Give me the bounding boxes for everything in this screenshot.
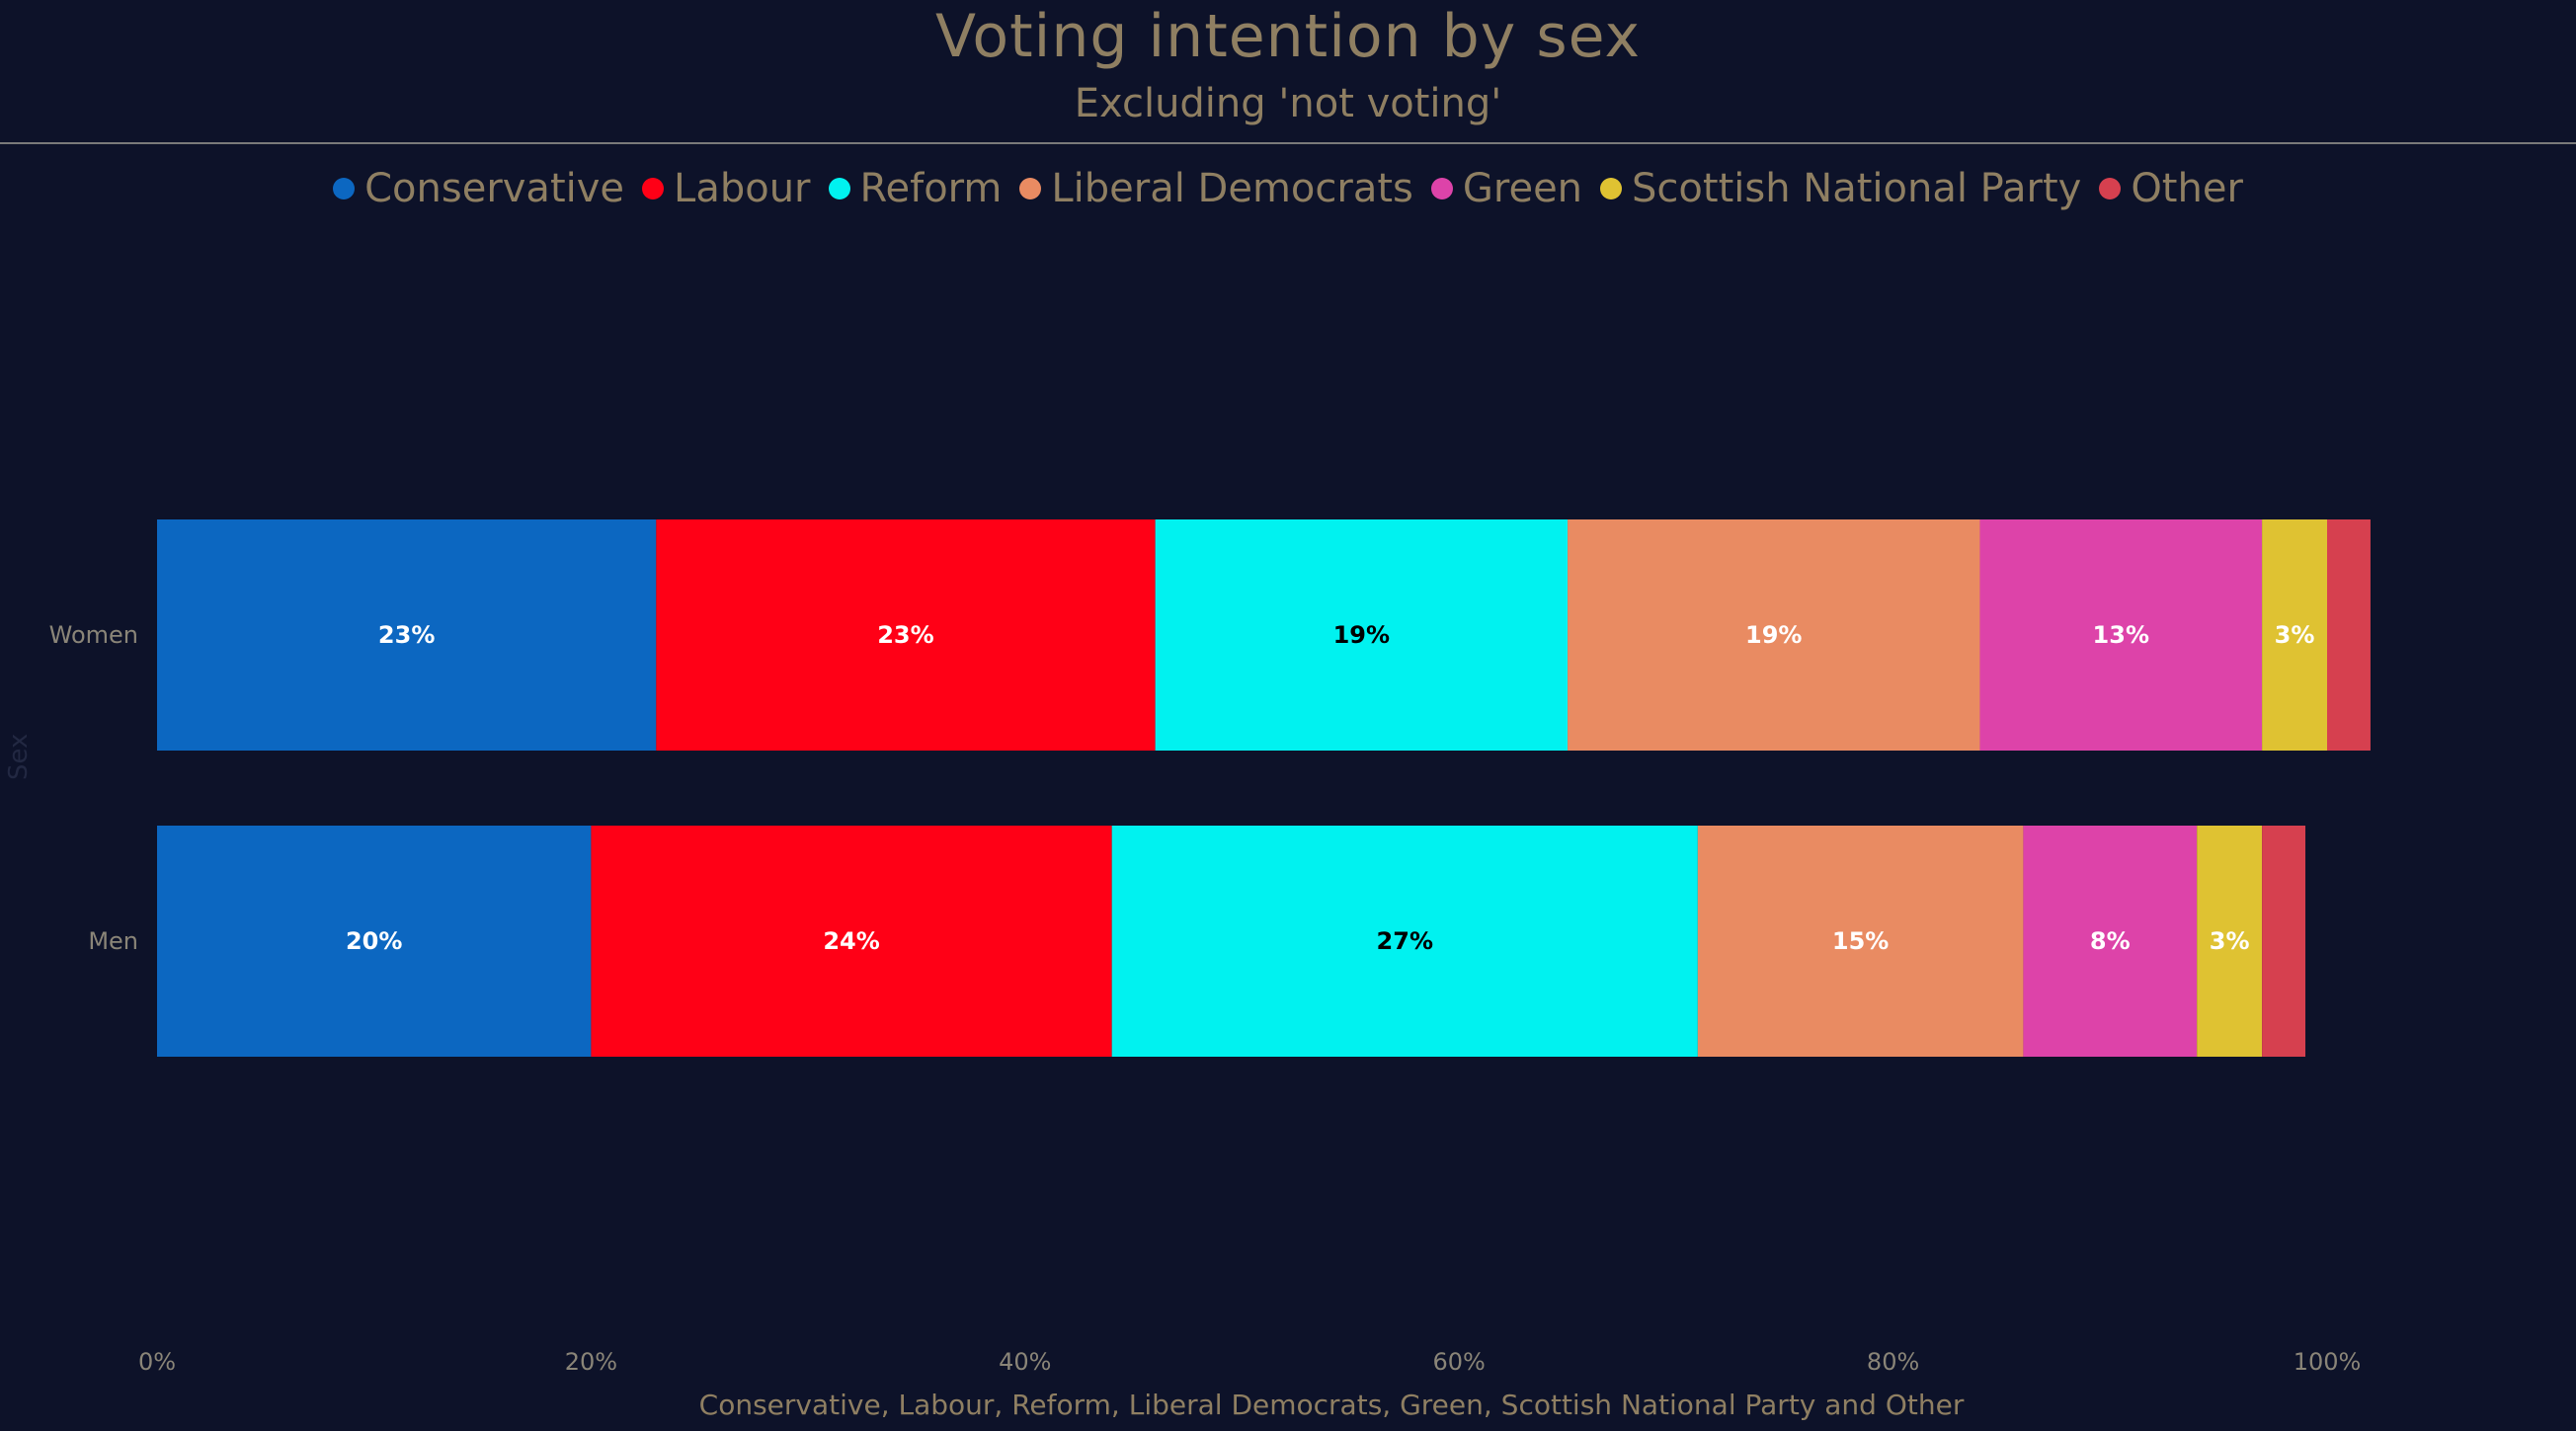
y-tick-label-women: Women	[49, 621, 138, 649]
bar-women-green[interactable]	[1979, 519, 2263, 751]
chart-title: Voting intention by sex	[935, 2, 1641, 71]
bar-men-other[interactable]	[2262, 826, 2306, 1057]
legend-item-scottish-national-party[interactable]: Scottish National Party	[1600, 166, 2081, 211]
legend-label: Conservative	[364, 166, 625, 211]
legend-swatch	[1430, 178, 1453, 199]
bar-men-conservative[interactable]	[157, 826, 592, 1057]
bar-women-other[interactable]	[2327, 519, 2371, 751]
bar-men-liberal-democrats[interactable]	[1697, 826, 2024, 1057]
legend: Conservative Labour Reform Liberal Democrat…	[0, 166, 2576, 211]
legend-label: Labour	[674, 166, 811, 211]
legend-swatch	[642, 178, 665, 199]
title-divider	[0, 142, 2576, 144]
legend-item-other[interactable]: Other	[2099, 166, 2243, 211]
legend-swatch	[2099, 178, 2122, 199]
legend-label: Green	[1462, 166, 1583, 211]
x-tick-label: 80%	[1867, 1348, 1919, 1376]
x-tick-label: 20%	[565, 1348, 617, 1376]
data-label-men-reform: 27%	[1377, 927, 1433, 955]
x-tick-label: 0%	[138, 1348, 176, 1376]
bar-men-reform[interactable]	[1111, 826, 1698, 1057]
data-label-men-conservative: 20%	[346, 927, 402, 955]
data-label-men-scottish-national-party: 3%	[2210, 927, 2250, 955]
bar-men-labour[interactable]	[591, 826, 1112, 1057]
legend-item-green[interactable]: Green	[1430, 166, 1583, 211]
bar-women-conservative[interactable]	[157, 519, 657, 751]
legend-item-conservative[interactable]: Conservative	[333, 166, 624, 211]
data-label-women-labour: 23%	[877, 621, 933, 649]
legend-label: Other	[2131, 166, 2243, 211]
data-label-women-scottish-national-party: 3%	[2275, 621, 2315, 649]
data-label-women-liberal-democrats: 19%	[1745, 621, 1802, 649]
bar-women-labour[interactable]	[656, 519, 1156, 751]
bar-women-scottish-national-party[interactable]	[2262, 519, 2327, 751]
data-label-women-conservative: 23%	[378, 621, 435, 649]
y-axis-title: Sex	[4, 733, 34, 780]
x-tick-label: 60%	[1433, 1348, 1486, 1376]
bar-women-reform[interactable]	[1155, 519, 1569, 751]
x-axis-title: Conservative, Labour, Reform, Liberal De…	[698, 1389, 1965, 1421]
legend-item-liberal-democrats[interactable]: Liberal Democrats	[1019, 166, 1413, 211]
legend-swatch	[1600, 178, 1623, 199]
x-ticks-layer: 0% 20% 40% 60% 80% 100%	[138, 1348, 2361, 1376]
legend-swatch	[828, 178, 850, 199]
chart-subtitle: Excluding 'not voting'	[1074, 81, 1502, 126]
bar-men-green[interactable]	[2023, 826, 2198, 1057]
data-label-men-green: 8%	[2090, 927, 2131, 955]
data-label-men-liberal-democrats: 15%	[1832, 927, 1889, 955]
legend-swatch	[333, 178, 356, 199]
legend-item-labour[interactable]: Labour	[642, 166, 811, 211]
data-label-women-green: 13%	[2093, 621, 2149, 649]
legend-label: Scottish National Party	[1632, 166, 2082, 211]
legend-swatch	[1019, 178, 1042, 199]
legend-item-reform[interactable]: Reform	[828, 166, 1003, 211]
legend-label: Liberal Democrats	[1051, 166, 1413, 211]
x-tick-label: 100%	[2294, 1348, 2362, 1376]
legend-label: Reform	[859, 166, 1003, 211]
data-label-men-labour: 24%	[823, 927, 879, 955]
data-label-women-reform: 19%	[1333, 621, 1390, 649]
bars-layer: 23% 23% 19% 19% 13% 3% 20% 24% 27% 15% 8% 3%	[157, 519, 2371, 1057]
bar-men-scottish-national-party[interactable]	[2197, 826, 2263, 1057]
x-tick-label: 40%	[999, 1348, 1051, 1376]
bar-women-liberal-democrats[interactable]	[1568, 519, 1980, 751]
y-ticks-layer: Women Men	[49, 621, 138, 955]
y-tick-label-men: Men	[88, 927, 138, 955]
